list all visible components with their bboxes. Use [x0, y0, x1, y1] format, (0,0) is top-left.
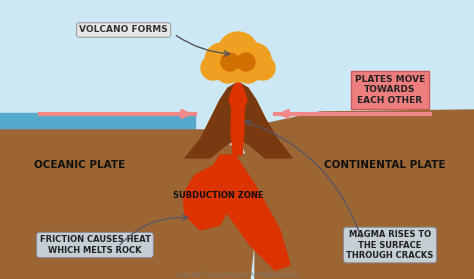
Polygon shape [229, 82, 238, 108]
Text: CONTINENTAL PLATE: CONTINENTAL PLATE [324, 160, 446, 170]
Circle shape [237, 53, 255, 71]
Circle shape [224, 54, 252, 82]
Text: FRICTION CAUSES HEAT
WHICH MELTS ROCK: FRICTION CAUSES HEAT WHICH MELTS ROCK [39, 235, 150, 255]
Circle shape [235, 57, 261, 83]
Polygon shape [240, 110, 474, 279]
Text: MAGMA RISES TO
THE SURFACE
THROUGH CRACKS: MAGMA RISES TO THE SURFACE THROUGH CRACK… [346, 230, 434, 260]
Polygon shape [0, 130, 260, 279]
Circle shape [215, 57, 241, 83]
Circle shape [218, 32, 258, 72]
Circle shape [221, 53, 239, 71]
Text: OCEANIC PLATE: OCEANIC PLATE [35, 160, 126, 170]
Text: VOLCANO FORMS: VOLCANO FORMS [79, 25, 168, 35]
Polygon shape [238, 82, 247, 108]
Text: Copyright © Save My Exams. All Rights Reserved: Copyright © Save My Exams. All Rights Re… [177, 271, 297, 277]
Circle shape [201, 56, 225, 80]
Circle shape [237, 43, 271, 77]
Polygon shape [231, 82, 244, 155]
Polygon shape [185, 82, 292, 158]
Polygon shape [205, 155, 290, 270]
Circle shape [251, 56, 275, 80]
Text: SUBDUCTION ZONE: SUBDUCTION ZONE [173, 191, 263, 199]
Polygon shape [0, 113, 195, 132]
Text: PLATES MOVE
TOWARDS
EACH OTHER: PLATES MOVE TOWARDS EACH OTHER [355, 75, 425, 105]
Circle shape [205, 43, 239, 77]
Polygon shape [183, 165, 230, 230]
